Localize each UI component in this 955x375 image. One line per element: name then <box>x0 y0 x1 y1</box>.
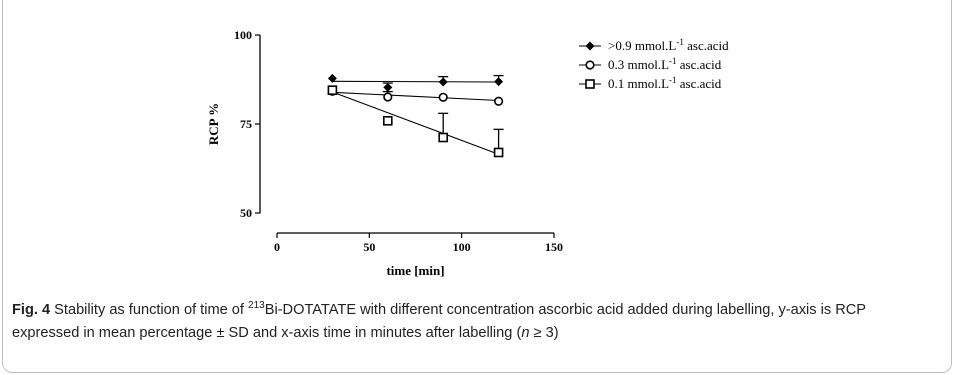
diamond-data-point <box>494 77 504 87</box>
figure-caption: Fig. 4 Stability as function of time of … <box>12 299 937 345</box>
figure-label: Fig. 4 <box>12 302 51 318</box>
circle-legend-label: 0.3 mmol.L-1 asc.acid <box>608 56 722 72</box>
square-data-point <box>382 115 393 126</box>
x-tick-label: 0 <box>274 240 280 254</box>
caption-text-3: ≥ 3) <box>529 325 559 341</box>
circle-data-point <box>494 96 504 106</box>
x-tick-label: 150 <box>545 240 563 254</box>
diamond-data-point <box>438 77 448 87</box>
y-tick-label: 75 <box>240 117 252 131</box>
y-tick-label: 100 <box>234 28 252 42</box>
caption-text-1: Stability as function of time of <box>50 302 249 318</box>
square-data-point <box>493 147 504 158</box>
diamond-data-point <box>327 73 337 83</box>
diamond-series-fit-line <box>332 80 499 83</box>
diamond-data-point <box>383 82 393 92</box>
square-legend-label: 0.1 mmol.L-1 asc.acid <box>608 75 722 91</box>
caption-n: n <box>521 325 530 341</box>
diamond-legend-marker <box>585 41 595 51</box>
y-axis-label: RCP % <box>206 103 221 145</box>
y-tick-label: 50 <box>240 206 252 220</box>
stability-chart: 50 75 100 0 50 100 150 time [min] RCP % >0.9 mmol… <box>206 28 729 278</box>
square-series-fit-line <box>332 91 499 155</box>
x-axis-label: time [min] <box>386 263 444 278</box>
square-data-point <box>327 85 338 95</box>
circle-series-fit-line <box>332 91 499 102</box>
circle-legend-marker <box>585 60 595 70</box>
square-data-point <box>438 132 449 143</box>
caption-isotope-sup: 213 <box>248 300 265 312</box>
diamond-legend-label: >0.9 mmol.L-1 asc.acid <box>608 37 729 53</box>
x-tick-label: 50 <box>363 240 375 254</box>
square-legend-marker <box>585 79 595 89</box>
circle-data-point <box>438 92 448 102</box>
caption-text-2: Bi-DOTATATE with different concentration… <box>12 302 866 341</box>
x-tick-label: 100 <box>453 240 471 254</box>
circle-data-point <box>383 92 393 102</box>
